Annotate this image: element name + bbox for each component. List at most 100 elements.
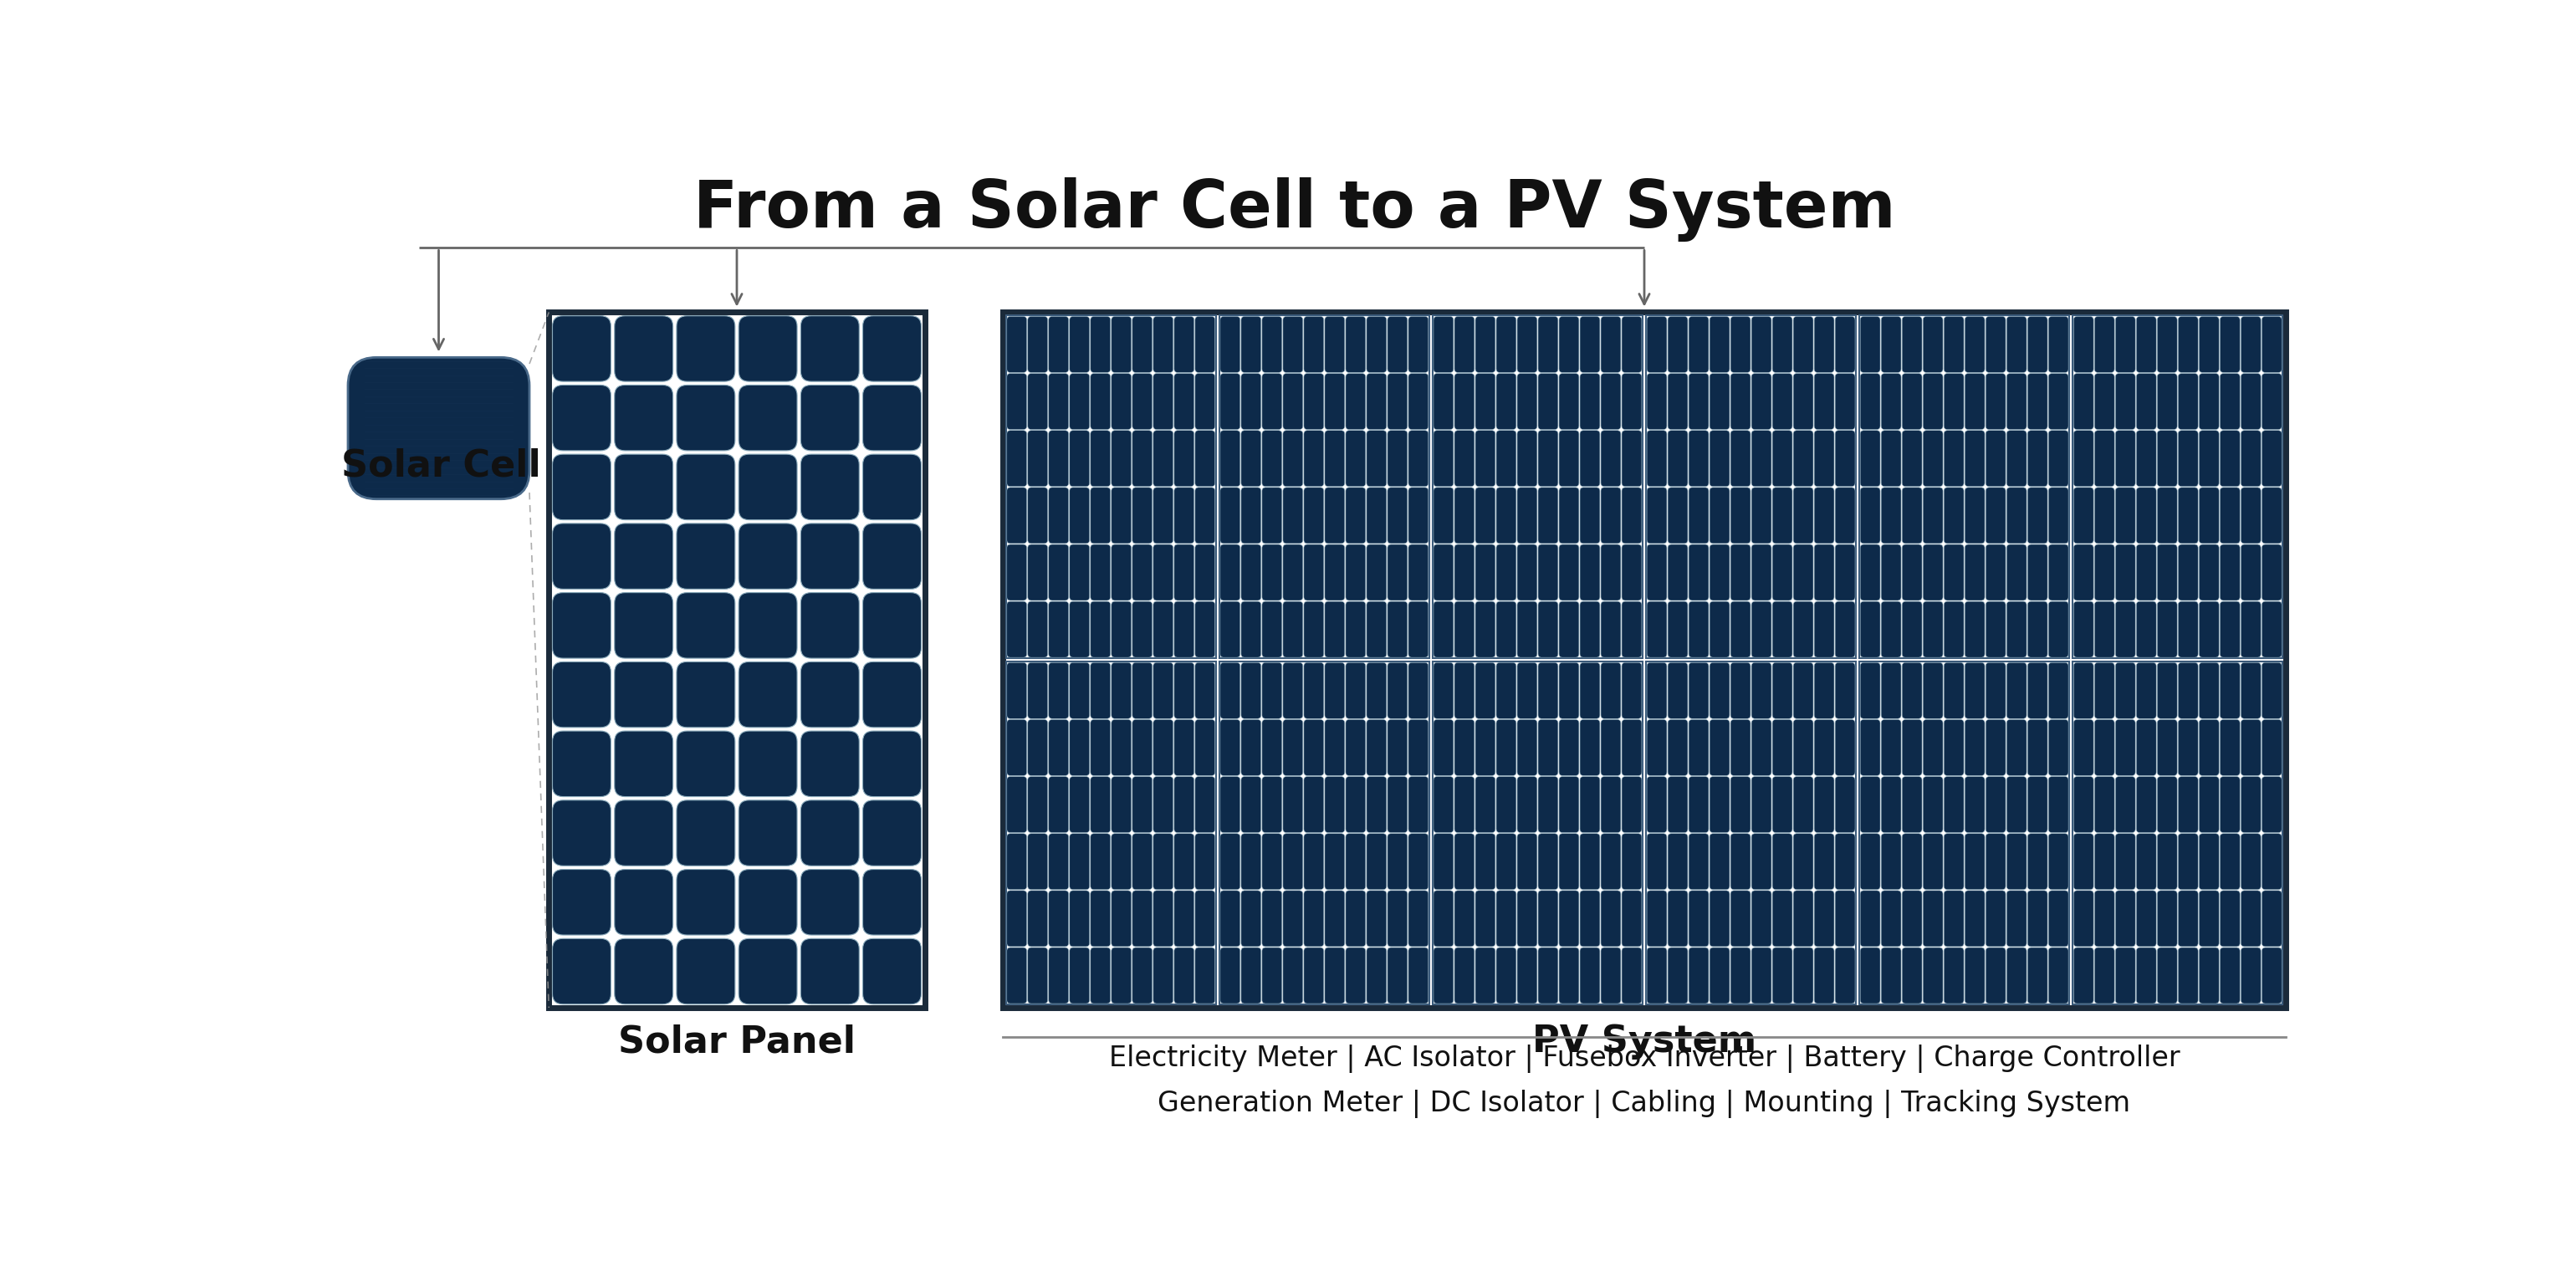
FancyBboxPatch shape [1028, 430, 1048, 487]
FancyBboxPatch shape [616, 593, 672, 658]
FancyBboxPatch shape [1345, 890, 1365, 946]
FancyBboxPatch shape [1221, 890, 1239, 946]
FancyBboxPatch shape [1772, 834, 1793, 890]
FancyBboxPatch shape [1497, 317, 1517, 373]
FancyBboxPatch shape [1283, 834, 1303, 890]
FancyBboxPatch shape [1195, 948, 1216, 1004]
FancyBboxPatch shape [1880, 719, 1901, 775]
FancyBboxPatch shape [1793, 834, 1814, 890]
FancyBboxPatch shape [1965, 488, 1984, 544]
FancyBboxPatch shape [1986, 834, 2007, 890]
FancyBboxPatch shape [2136, 719, 2156, 775]
FancyBboxPatch shape [1221, 719, 1239, 775]
FancyBboxPatch shape [1731, 544, 1752, 600]
FancyBboxPatch shape [1028, 948, 1048, 1004]
FancyBboxPatch shape [1345, 373, 1365, 429]
FancyBboxPatch shape [1345, 544, 1365, 600]
FancyBboxPatch shape [1262, 663, 1283, 719]
FancyBboxPatch shape [1901, 488, 1922, 544]
FancyBboxPatch shape [1579, 719, 1600, 775]
FancyBboxPatch shape [1133, 663, 1151, 719]
FancyBboxPatch shape [739, 315, 796, 382]
FancyBboxPatch shape [1221, 601, 1239, 658]
FancyBboxPatch shape [1880, 776, 1901, 833]
FancyBboxPatch shape [1517, 719, 1538, 775]
FancyBboxPatch shape [1175, 834, 1195, 890]
FancyBboxPatch shape [1901, 544, 1922, 600]
FancyBboxPatch shape [1517, 488, 1538, 544]
FancyBboxPatch shape [1324, 776, 1345, 833]
FancyBboxPatch shape [1175, 601, 1195, 658]
FancyBboxPatch shape [1242, 488, 1262, 544]
FancyBboxPatch shape [1007, 719, 1028, 775]
FancyBboxPatch shape [2262, 373, 2282, 429]
FancyBboxPatch shape [1690, 544, 1708, 600]
FancyBboxPatch shape [1069, 948, 1090, 1004]
FancyBboxPatch shape [2241, 948, 2262, 1004]
FancyBboxPatch shape [616, 455, 672, 520]
FancyBboxPatch shape [1090, 317, 1110, 373]
FancyBboxPatch shape [1538, 544, 1558, 600]
FancyBboxPatch shape [1005, 661, 1216, 1005]
FancyBboxPatch shape [1409, 719, 1427, 775]
FancyBboxPatch shape [1690, 890, 1708, 946]
FancyBboxPatch shape [1303, 317, 1324, 373]
FancyBboxPatch shape [1476, 488, 1494, 544]
FancyBboxPatch shape [1028, 834, 1048, 890]
FancyBboxPatch shape [1538, 373, 1558, 429]
FancyBboxPatch shape [863, 661, 922, 728]
FancyBboxPatch shape [2074, 601, 2094, 658]
FancyBboxPatch shape [1538, 663, 1558, 719]
FancyBboxPatch shape [1517, 663, 1538, 719]
FancyBboxPatch shape [1834, 719, 1855, 775]
FancyBboxPatch shape [1772, 544, 1793, 600]
FancyBboxPatch shape [1409, 890, 1427, 946]
FancyBboxPatch shape [2262, 948, 2282, 1004]
FancyBboxPatch shape [1793, 601, 1814, 658]
FancyBboxPatch shape [1945, 373, 1963, 429]
FancyBboxPatch shape [1007, 890, 1028, 946]
FancyBboxPatch shape [1154, 890, 1172, 946]
FancyBboxPatch shape [2179, 488, 2197, 544]
FancyBboxPatch shape [2179, 601, 2197, 658]
FancyBboxPatch shape [1432, 661, 1643, 1005]
FancyBboxPatch shape [1814, 776, 1834, 833]
FancyBboxPatch shape [1814, 373, 1834, 429]
FancyBboxPatch shape [1133, 430, 1151, 487]
FancyBboxPatch shape [739, 801, 796, 866]
FancyBboxPatch shape [1600, 776, 1620, 833]
FancyBboxPatch shape [1324, 890, 1345, 946]
FancyBboxPatch shape [1497, 373, 1517, 429]
FancyBboxPatch shape [1752, 948, 1772, 1004]
FancyBboxPatch shape [1409, 948, 1427, 1004]
FancyBboxPatch shape [2007, 317, 2027, 373]
FancyBboxPatch shape [2179, 890, 2197, 946]
FancyBboxPatch shape [1772, 373, 1793, 429]
FancyBboxPatch shape [1646, 719, 1667, 775]
FancyBboxPatch shape [1772, 663, 1793, 719]
FancyBboxPatch shape [2094, 544, 2115, 600]
FancyBboxPatch shape [1242, 948, 1262, 1004]
FancyBboxPatch shape [1752, 663, 1772, 719]
FancyBboxPatch shape [1221, 834, 1239, 890]
FancyBboxPatch shape [1965, 776, 1984, 833]
FancyBboxPatch shape [1646, 488, 1667, 544]
FancyBboxPatch shape [1455, 834, 1473, 890]
FancyBboxPatch shape [1007, 663, 1028, 719]
FancyBboxPatch shape [1924, 663, 1942, 719]
FancyBboxPatch shape [2074, 890, 2094, 946]
FancyBboxPatch shape [1432, 488, 1453, 544]
FancyBboxPatch shape [2074, 663, 2094, 719]
FancyBboxPatch shape [739, 455, 796, 520]
FancyBboxPatch shape [2074, 948, 2094, 1004]
FancyBboxPatch shape [2262, 719, 2282, 775]
FancyBboxPatch shape [1667, 601, 1687, 658]
FancyBboxPatch shape [1710, 488, 1728, 544]
FancyBboxPatch shape [1110, 488, 1131, 544]
FancyBboxPatch shape [1880, 544, 1901, 600]
FancyBboxPatch shape [1793, 488, 1814, 544]
FancyBboxPatch shape [739, 661, 796, 728]
FancyBboxPatch shape [1388, 373, 1406, 429]
FancyBboxPatch shape [2074, 430, 2094, 487]
FancyBboxPatch shape [2156, 430, 2177, 487]
